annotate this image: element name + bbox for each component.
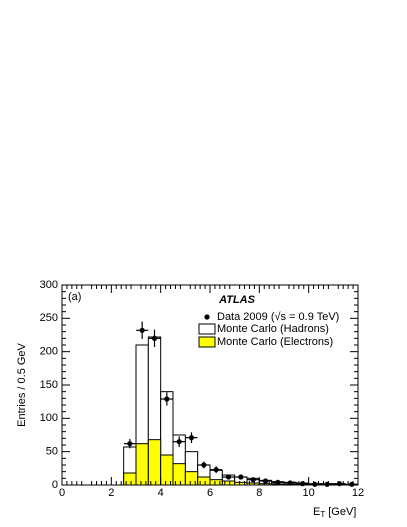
legend-label: Data 2009 (√s = 0.9 TeV) <box>217 311 339 323</box>
data-point <box>250 477 256 483</box>
data-point <box>164 396 170 402</box>
y-tick-label: 200 <box>40 346 58 358</box>
y-tick-label: 150 <box>40 379 58 391</box>
data-point <box>262 478 269 484</box>
legend-marker <box>204 314 210 320</box>
legend-label: Monte Carlo (Hadrons) <box>217 323 329 335</box>
x-tick-label: 0 <box>59 487 65 499</box>
y-tick-label: 50 <box>46 446 58 458</box>
x-tick-label: 4 <box>158 487 164 499</box>
y-tick-label: 250 <box>40 312 58 324</box>
data-point <box>225 474 232 480</box>
x-tick-label: 10 <box>303 487 315 499</box>
y-tick-label: 100 <box>40 412 58 424</box>
legend-swatch <box>198 323 216 335</box>
x-tick-label: 12 <box>352 487 364 499</box>
y-tick-label: 0 <box>52 479 58 491</box>
histogram-bar <box>172 463 186 486</box>
data-point <box>238 474 244 480</box>
histogram-bar <box>147 439 162 486</box>
x-tick-label: 2 <box>108 487 114 499</box>
legend-swatch <box>198 336 216 348</box>
y-tick-label: 300 <box>40 279 58 291</box>
data-point <box>139 327 145 333</box>
x-label-unit: [GeV] <box>328 506 356 518</box>
histogram-bar <box>135 443 149 486</box>
x-label-sub: T <box>320 510 325 519</box>
data-point <box>127 441 133 447</box>
data-point <box>176 439 182 445</box>
experiment-label: ATLAS <box>218 294 256 306</box>
data-point <box>201 462 207 468</box>
x-tick-label: 8 <box>256 487 262 499</box>
y-axis-label: Entries / 0.5 GeV <box>16 342 28 426</box>
data-point <box>324 481 330 487</box>
histogram-bar <box>209 479 223 486</box>
data-point <box>151 335 158 341</box>
histogram-bar <box>160 454 174 486</box>
histogram-bar <box>197 476 211 486</box>
x-tick-label: 6 <box>207 487 213 499</box>
data-point <box>213 467 219 473</box>
histogram-bar <box>184 471 199 486</box>
legend-label: Monte Carlo (Electrons) <box>217 336 333 348</box>
x-label-main: E <box>313 506 320 518</box>
histogram-bar <box>123 472 137 486</box>
data-point <box>275 479 281 485</box>
data-point <box>188 435 195 441</box>
x-axis-label: ET [GeV] <box>313 506 356 519</box>
panel-label: (a) <box>68 291 81 303</box>
histogram-bar <box>221 480 236 486</box>
